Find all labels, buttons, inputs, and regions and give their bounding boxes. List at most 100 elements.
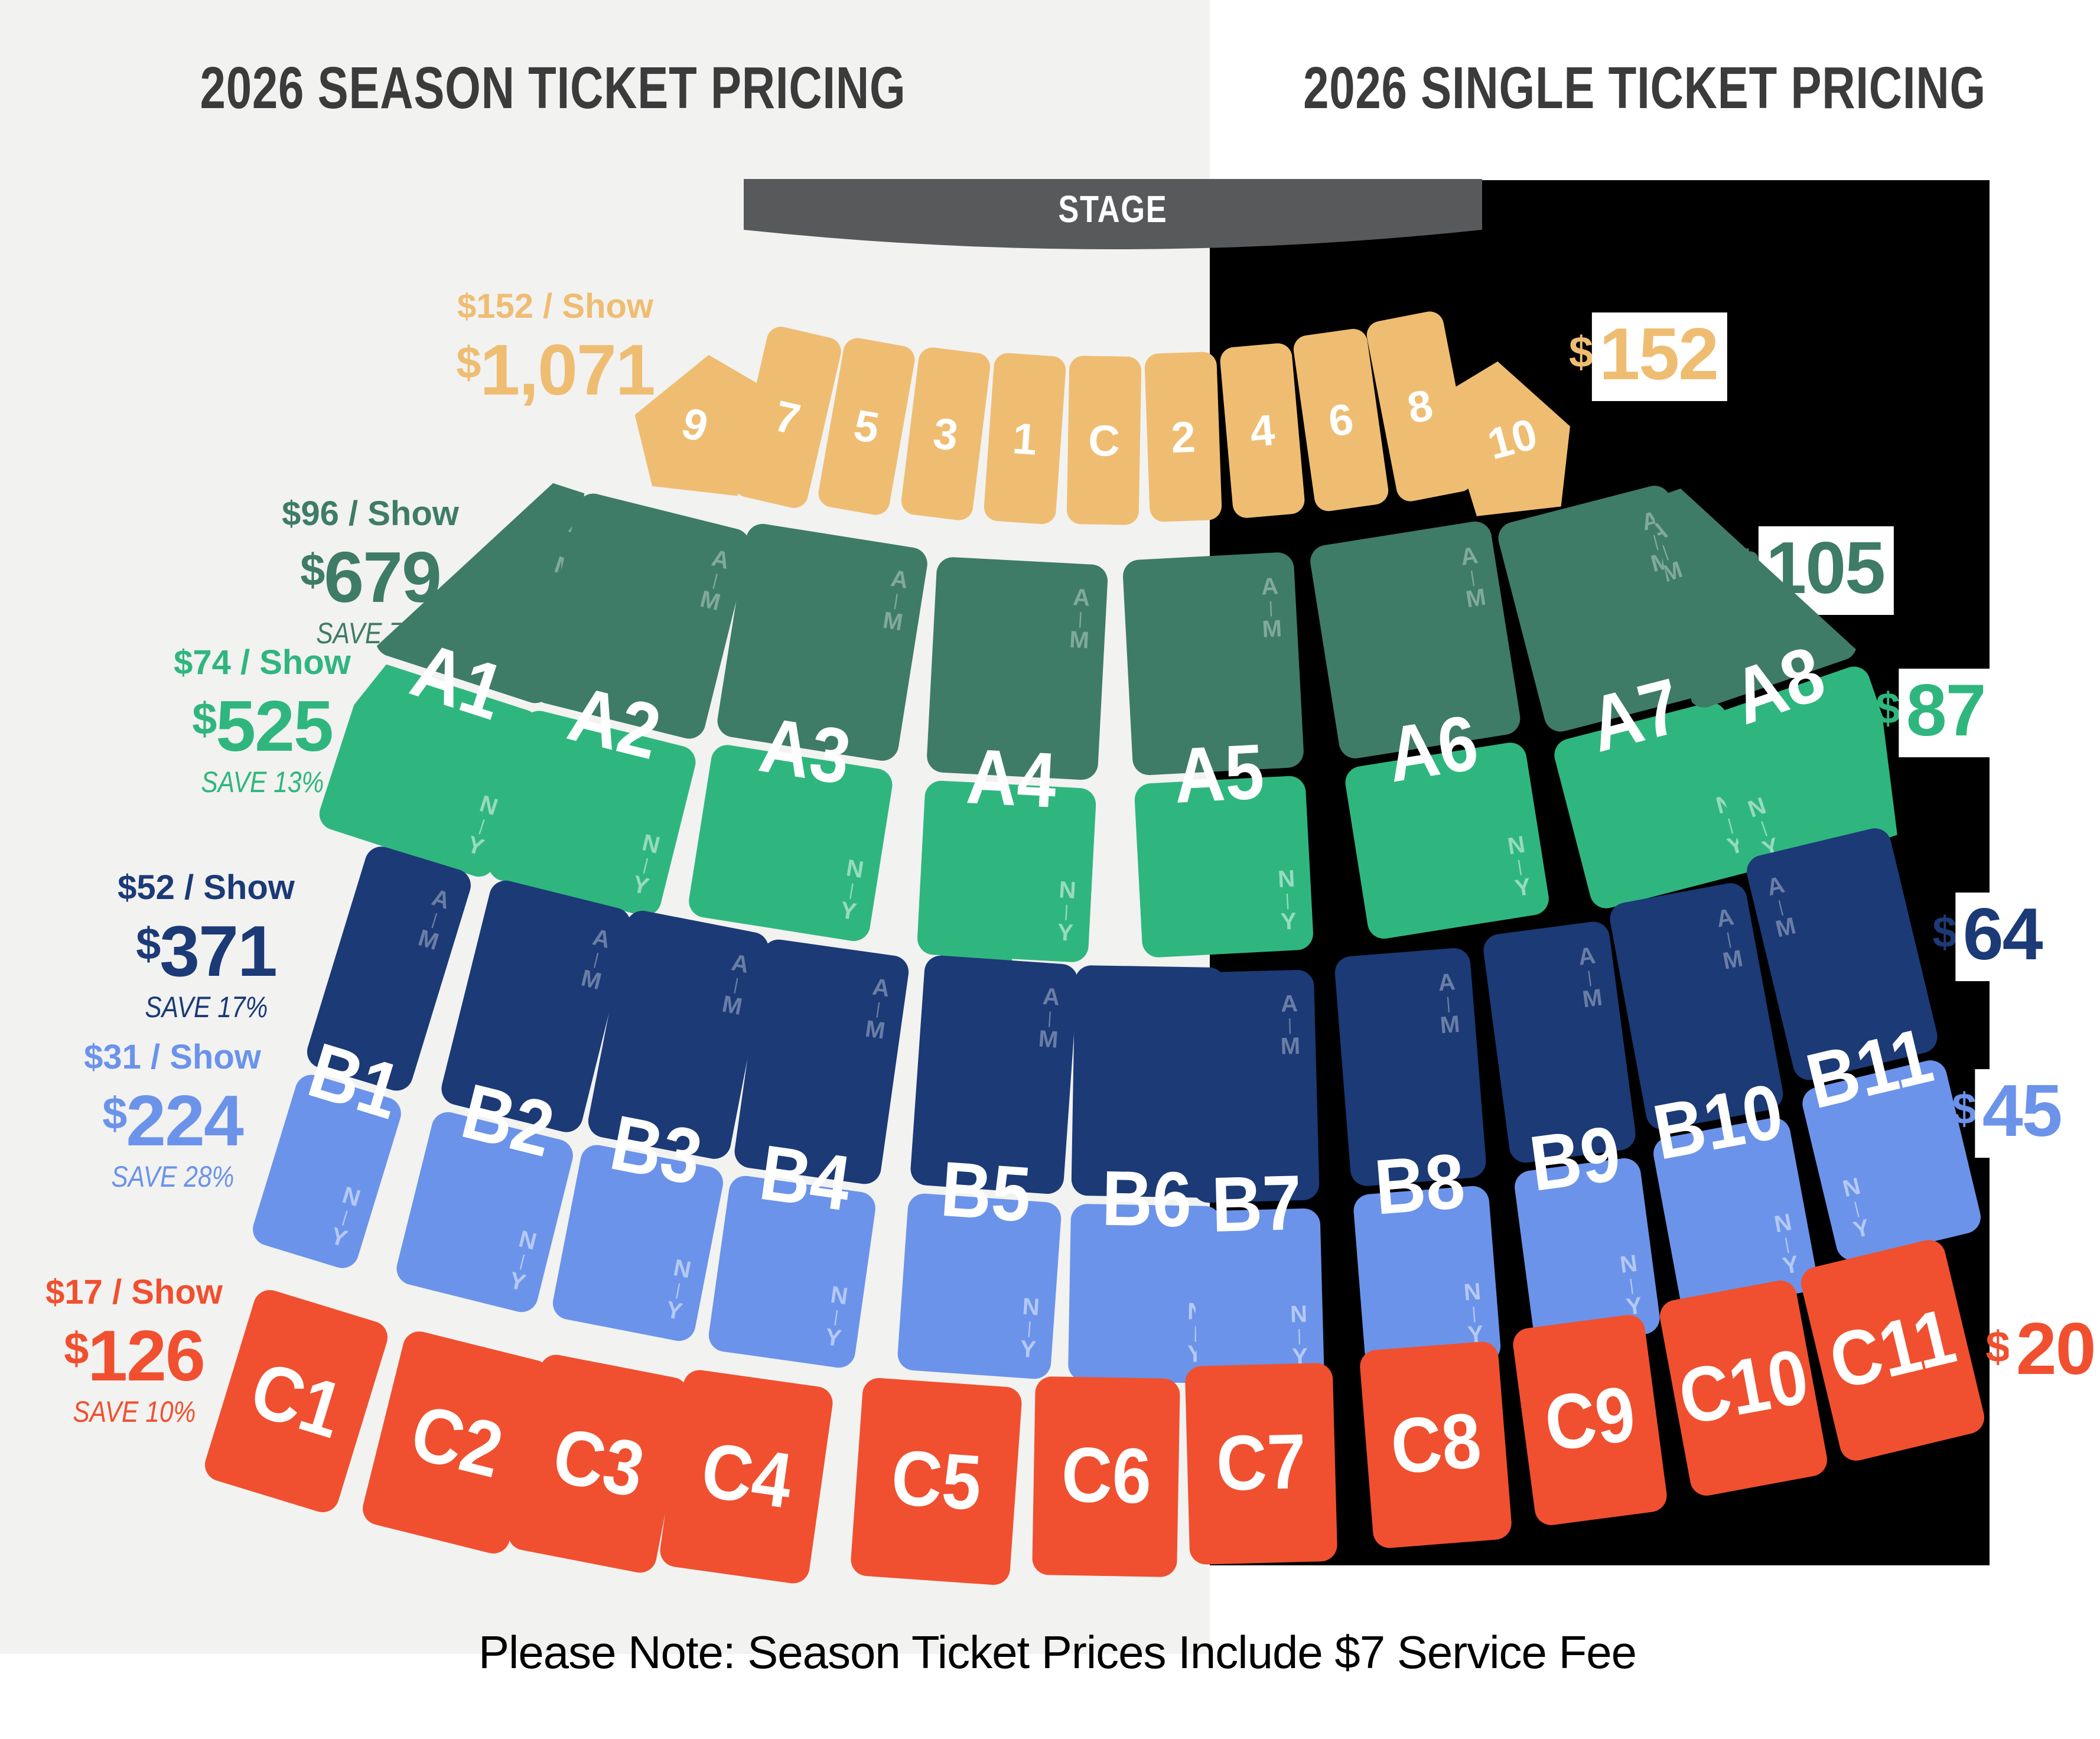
section-C4[interactable]: C4 — [657, 1367, 835, 1586]
currency-symbol: $ — [300, 546, 325, 595]
c-per-show-price: $17 / Show — [45, 1273, 223, 1311]
b-upper-save-percent: SAVE 17% — [145, 991, 268, 1024]
section-C4-label: C4 — [695, 1426, 797, 1525]
stage-banner: STAGE — [744, 179, 1482, 269]
section-B7[interactable]: A | M N | Y B7 — [1186, 969, 1324, 1389]
c-season-total: $126 — [0, 1311, 323, 1393]
currency-symbol: $ — [192, 695, 217, 744]
row-range-letter: M — [719, 991, 744, 1021]
section-C8[interactable]: C8 — [1358, 1340, 1513, 1549]
row-range-letter: M — [415, 924, 442, 956]
row-range-n-y: N|Y — [823, 1282, 849, 1352]
row-range-letter: M — [864, 1015, 887, 1044]
row-range-letter: | — [1027, 1318, 1033, 1337]
row-range-a-m: A|M — [698, 545, 733, 616]
section-C6[interactable]: C6 — [1031, 1376, 1180, 1578]
row-range-letter: N — [844, 855, 866, 884]
row-range-letter: | — [1077, 609, 1083, 628]
row-range-n-y: N|Y — [838, 855, 866, 926]
row-range-a-m: A|M — [1575, 942, 1604, 1012]
price-digits: 45 — [1975, 1069, 2071, 1158]
row-range-letter: N — [1506, 831, 1527, 860]
currency-symbol: $ — [64, 1324, 89, 1374]
row-range-letter: M — [1658, 556, 1686, 588]
section-7-label: 7 — [770, 390, 805, 444]
b-upper-single-price: $64 — [1932, 893, 2052, 981]
section-C10-label: C10 — [1672, 1332, 1815, 1441]
section-C[interactable]: C — [1066, 355, 1142, 525]
row-range-a-m: A|M — [719, 949, 752, 1021]
section-A4-label: A4 — [964, 732, 1059, 824]
row-range-letter: | — [1471, 1304, 1477, 1323]
section-B3-label: B3 — [603, 1099, 708, 1201]
row-range-letter: | — [429, 910, 439, 929]
section-B5[interactable]: A | M N | Y B5 — [896, 954, 1079, 1380]
row-range-letter: A — [1280, 991, 1298, 1017]
row-range-letter: M — [1261, 616, 1283, 643]
section-2[interactable]: 2 — [1144, 351, 1222, 522]
price-digits: 126 — [87, 1315, 206, 1396]
row-range-a-m: A|M — [1436, 969, 1461, 1038]
row-range-letter: | — [591, 949, 601, 969]
row-range-letter: A — [729, 949, 751, 979]
row-range-n-y: N|Y — [1772, 1209, 1801, 1279]
row-range-letter: | — [732, 975, 740, 994]
a-upper-season-total: $679 — [181, 533, 559, 615]
row-range-letter: N — [1058, 877, 1077, 904]
b-lower-per-show-price: $31 / Show — [84, 1038, 261, 1076]
row-range-letter: A — [1714, 904, 1736, 933]
row-range-letter: Y — [838, 897, 858, 926]
row-range-letter: A — [1437, 969, 1457, 996]
section-5-label: 5 — [850, 400, 883, 453]
row-range-a-m: A|M — [578, 924, 614, 995]
currency-symbol: $ — [136, 920, 161, 969]
row-range-letter: | — [1268, 598, 1274, 617]
row-range-n-y: N|Y — [1056, 877, 1077, 946]
row-range-letter: | — [848, 880, 855, 900]
row-range-letter: Y — [1019, 1336, 1037, 1363]
b-upper-single-price-value: $64 — [1932, 893, 2052, 981]
row-range-letter: | — [1782, 1235, 1790, 1253]
section-1[interactable]: 1 — [983, 351, 1067, 525]
section-4[interactable]: 4 — [1219, 342, 1306, 519]
row-range-letter: Y — [1780, 1250, 1801, 1279]
a-lower-season-pricing: $74 / Show $525 SAVE 13% — [73, 644, 451, 800]
row-range-a-m: A|M — [1259, 573, 1283, 643]
section-C9[interactable]: C9 — [1510, 1313, 1669, 1528]
a-lower-per-show-price: $74 / Show — [174, 643, 351, 682]
b-lower-season-pricing: $31 / Show $224 SAVE 28% — [0, 1038, 362, 1195]
b-lower-save-percent: SAVE 28% — [111, 1160, 234, 1194]
row-range-letter: A — [709, 545, 732, 575]
section-C7[interactable]: C7 — [1184, 1362, 1338, 1565]
section-A4[interactable]: A | M N | Y A4 — [916, 556, 1109, 1008]
c-single-price: $20 — [1985, 1307, 2100, 1396]
row-range-letter: Y — [1513, 873, 1533, 902]
row-range-letter: | — [711, 570, 720, 590]
b-upper-season-total: $371 — [17, 907, 395, 989]
section-A5-label: A5 — [1171, 728, 1266, 819]
row-range-letter: | — [893, 591, 900, 610]
row-range-letter: | — [1759, 818, 1769, 837]
row-range-letter: N — [516, 1226, 539, 1255]
stage-label: STAGE — [744, 187, 1482, 231]
price-digits: 64 — [1955, 893, 2052, 981]
price-digits: 20 — [2008, 1307, 2100, 1396]
row-range-letter: | — [1660, 542, 1671, 561]
section-C11-label: C11 — [1821, 1292, 1964, 1406]
a-upper-season-pricing: $96 / Show $679 SAVE 7% — [181, 495, 559, 652]
row-range-letter: Y — [663, 1296, 685, 1326]
row-range-letter: M — [881, 607, 905, 636]
row-range-letter: N — [1277, 865, 1296, 893]
section-A5[interactable]: A | M N | Y A5 — [1122, 551, 1314, 959]
row-range-letter: A — [1764, 871, 1788, 901]
row-range-letter: A — [871, 973, 891, 1002]
pit-single-price: $152 — [1569, 312, 1728, 401]
row-range-letter: M — [1773, 913, 1799, 943]
row-range-n-y: N|Y — [327, 1182, 363, 1252]
row-range-a-m: A|M — [881, 565, 911, 636]
section-C5[interactable]: C5 — [849, 1376, 1023, 1587]
row-range-letter: | — [1627, 1275, 1635, 1295]
season-pricing-title: 2026 SEASON TICKET PRICING — [200, 55, 906, 121]
currency-symbol: $ — [1932, 907, 1956, 957]
row-range-a-m: A|M — [1763, 871, 1799, 943]
